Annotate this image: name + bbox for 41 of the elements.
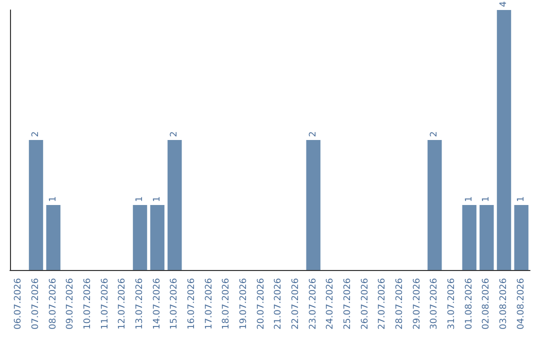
x-tick-label: 26.07.2026	[360, 278, 370, 330]
x-tick-label: 15.07.2026	[170, 278, 180, 330]
x-tick-label: 11.07.2026	[100, 278, 110, 330]
x-tick-label: 21.07.2026	[274, 278, 284, 330]
x-tick-label: 22.07.2026	[291, 278, 301, 330]
x-tick-label: 16.07.2026	[187, 278, 197, 330]
data-label: 1	[464, 196, 474, 202]
data-label: 2	[308, 131, 318, 137]
x-tick-label: 13.07.2026	[135, 278, 145, 330]
x-tick-label: 23.07.2026	[308, 278, 318, 330]
data-label: 2	[430, 131, 440, 137]
data-label: 1	[516, 196, 526, 202]
x-tick-label: 24.07.2026	[326, 278, 336, 330]
x-tick-label: 30.07.2026	[430, 278, 440, 330]
x-tick-label: 19.07.2026	[239, 278, 249, 330]
x-tick-label: 09.07.2026	[66, 278, 76, 330]
x-tick-label: 29.07.2026	[412, 278, 422, 330]
x-tick-label: 17.07.2026	[204, 278, 214, 330]
data-label: 2	[170, 131, 180, 137]
x-tick-label: 02.08.2026	[482, 278, 492, 330]
x-tick-label: 08.07.2026	[48, 278, 58, 330]
x-tick-label: 03.08.2026	[499, 278, 509, 330]
data-label: 1	[48, 196, 58, 202]
data-label: 4	[499, 1, 509, 7]
x-tick-label: 27.07.2026	[378, 278, 388, 330]
x-tick-label: 07.07.2026	[31, 278, 41, 330]
x-tick-label: 10.07.2026	[83, 278, 93, 330]
x-tick-label: 14.07.2026	[152, 278, 162, 330]
x-tick-label: 04.08.2026	[516, 278, 526, 330]
x-tick-label: 01.08.2026	[464, 278, 474, 330]
x-tick-label: 31.07.2026	[447, 278, 457, 330]
data-label: 1	[482, 196, 492, 202]
x-tick-label: 25.07.2026	[343, 278, 353, 330]
data-label: 1	[135, 196, 145, 202]
x-tick-label: 20.07.2026	[256, 278, 266, 330]
x-tick-label: 06.07.2026	[14, 278, 24, 330]
x-tick-label: 28.07.2026	[395, 278, 405, 330]
data-label: 1	[152, 196, 162, 202]
x-tick-label: 18.07.2026	[222, 278, 232, 330]
x-tick-label: 12.07.2026	[118, 278, 128, 330]
data-label: 2	[31, 131, 41, 137]
